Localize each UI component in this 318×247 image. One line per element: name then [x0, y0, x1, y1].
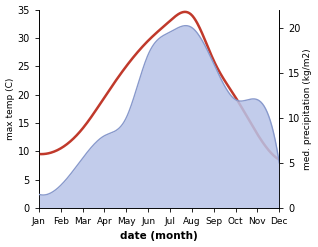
Y-axis label: max temp (C): max temp (C): [5, 78, 15, 140]
X-axis label: date (month): date (month): [120, 231, 198, 242]
Y-axis label: med. precipitation (kg/m2): med. precipitation (kg/m2): [303, 48, 313, 169]
